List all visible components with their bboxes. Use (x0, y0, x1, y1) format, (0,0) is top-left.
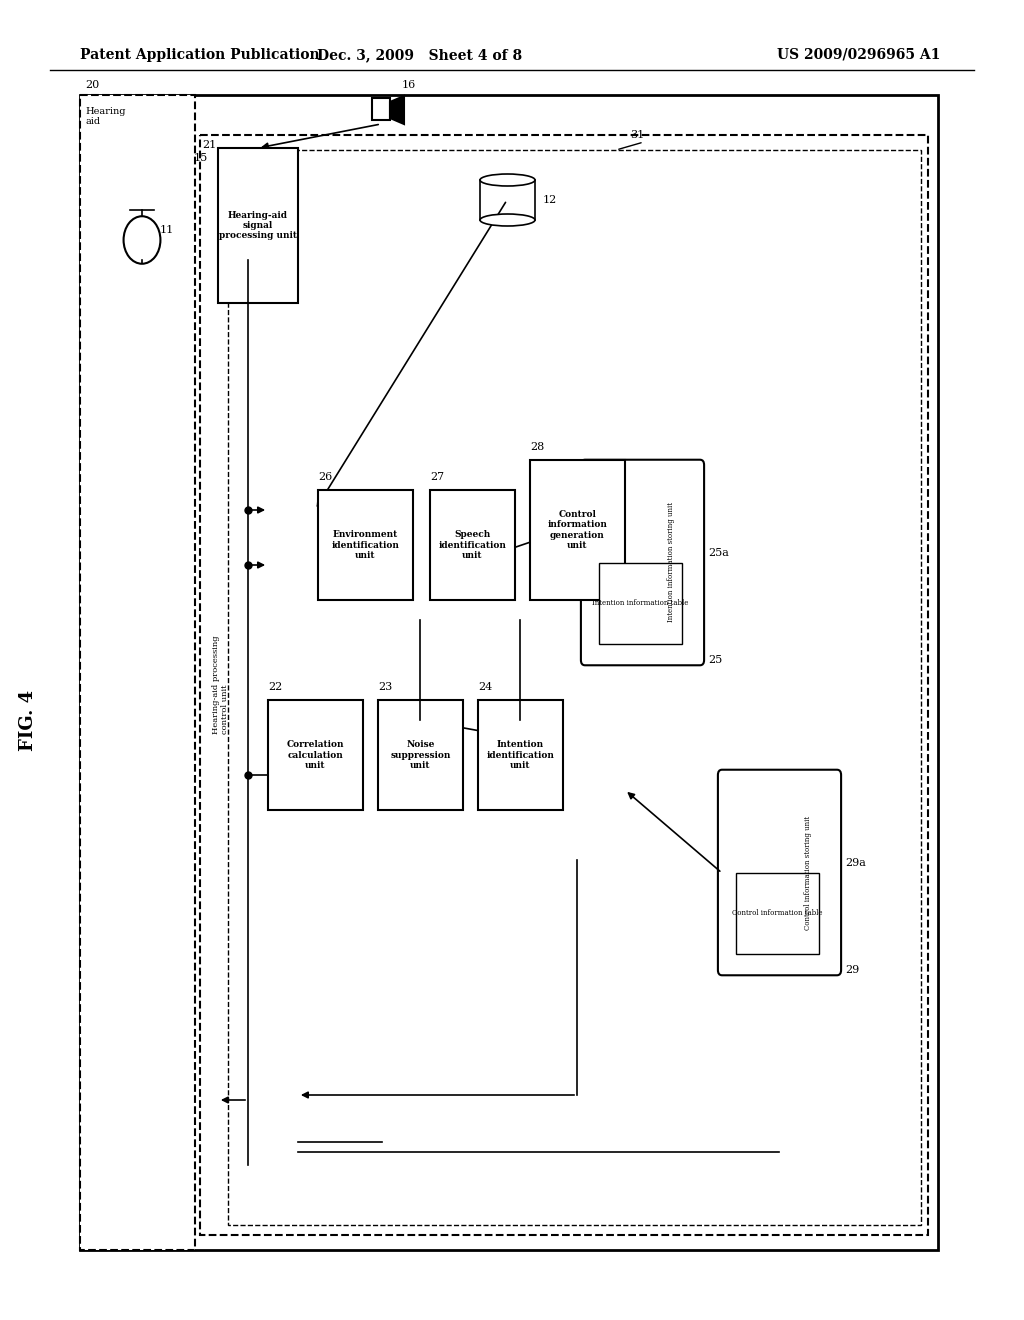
Text: FIG. 4: FIG. 4 (19, 689, 37, 751)
Text: 29: 29 (845, 965, 859, 975)
Ellipse shape (480, 174, 535, 186)
Text: 31: 31 (630, 129, 644, 140)
Text: 22: 22 (268, 682, 283, 692)
Bar (228, 150, 921, 1225)
Circle shape (124, 216, 161, 264)
Bar (530, 459, 625, 601)
FancyBboxPatch shape (718, 770, 841, 975)
Text: Speech
identification
unit: Speech identification unit (438, 531, 507, 560)
Text: Environment
identification
unit: Environment identification unit (332, 531, 399, 560)
Text: Noise
suppression
unit: Noise suppression unit (390, 741, 451, 770)
Text: 15: 15 (194, 153, 208, 162)
Text: Hearing-aid processing
control unit: Hearing-aid processing control unit (212, 636, 229, 734)
Text: 23: 23 (378, 682, 392, 692)
Text: Intention
identification
unit: Intention identification unit (486, 741, 554, 770)
Bar (268, 700, 362, 810)
Polygon shape (390, 96, 404, 124)
Text: Dec. 3, 2009   Sheet 4 of 8: Dec. 3, 2009 Sheet 4 of 8 (317, 48, 522, 62)
Text: 28: 28 (530, 442, 544, 451)
Bar (372, 98, 390, 120)
Text: Hearing-aid
signal
processing unit: Hearing-aid signal processing unit (219, 211, 297, 240)
Text: Patent Application Publication: Patent Application Publication (80, 48, 319, 62)
Bar (218, 148, 298, 304)
Ellipse shape (480, 214, 535, 226)
FancyBboxPatch shape (581, 459, 705, 665)
Text: Intention information storing unit: Intention information storing unit (668, 503, 675, 623)
Text: 29a: 29a (845, 858, 866, 867)
Text: Control information table: Control information table (732, 909, 822, 917)
Bar (318, 490, 413, 601)
Bar (200, 135, 928, 1236)
Bar (599, 562, 682, 644)
Bar (430, 490, 515, 601)
Text: 21: 21 (202, 140, 216, 150)
Text: 12: 12 (543, 195, 557, 205)
Text: Control
information
generation
unit: Control information generation unit (548, 510, 607, 550)
Bar (80, 95, 938, 1250)
Bar (736, 873, 818, 954)
Bar (80, 95, 195, 1250)
Text: Control information storing unit: Control information storing unit (804, 816, 812, 929)
Text: Correlation
calculation
unit: Correlation calculation unit (287, 741, 344, 770)
Bar (378, 700, 463, 810)
Text: 24: 24 (478, 682, 493, 692)
Text: 16: 16 (402, 81, 416, 90)
Text: 25: 25 (708, 655, 722, 665)
Text: 25a: 25a (708, 548, 729, 558)
Text: 20: 20 (85, 81, 99, 90)
Text: 26: 26 (318, 473, 332, 482)
Bar (478, 700, 563, 810)
Text: US 2009/0296965 A1: US 2009/0296965 A1 (776, 48, 940, 62)
Text: Intention information table: Intention information table (592, 599, 688, 607)
Text: Hearing
aid: Hearing aid (85, 107, 126, 127)
Text: 27: 27 (430, 473, 444, 482)
Text: 11: 11 (160, 224, 174, 235)
